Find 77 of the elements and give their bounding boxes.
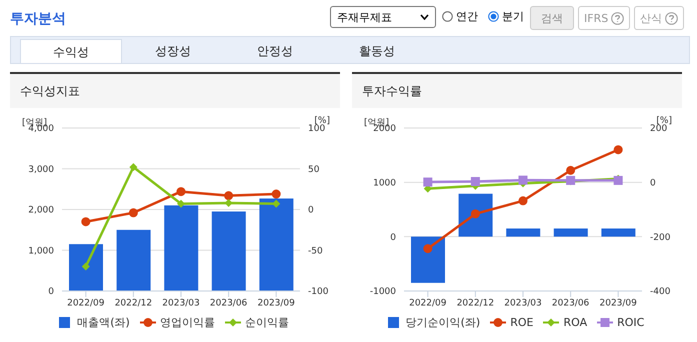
point <box>423 178 432 187</box>
bar <box>164 205 198 291</box>
point <box>470 209 480 218</box>
x-tick-label: 2023/09 <box>600 298 638 308</box>
y-tick-label: 1000 <box>373 178 396 189</box>
bar <box>116 230 151 291</box>
y2-axis-title: [%] <box>314 116 330 126</box>
legend-label: 매출액(좌) <box>76 315 130 330</box>
point <box>423 244 432 254</box>
y2-axis-title: [%] <box>656 116 672 126</box>
legend-label: 순이익률 <box>244 315 289 330</box>
point <box>177 200 185 208</box>
text: 주재무제표 <box>337 10 392 24</box>
bar <box>601 228 636 237</box>
point <box>128 208 138 218</box>
point <box>272 200 280 208</box>
x-tick-label: 2023/06 <box>210 298 248 308</box>
text: 수익성 <box>20 39 122 63</box>
y-tick-label: 3,000 <box>28 164 54 175</box>
bar <box>411 236 445 283</box>
text: 투자분석 <box>10 10 66 28</box>
bar <box>259 198 294 291</box>
x-tick-label: 2023/03 <box>162 298 200 308</box>
y-tick-label: -1000 <box>370 287 396 298</box>
text: 안정성 <box>256 43 294 60</box>
y-tick-label: 0 <box>390 232 396 243</box>
y2-tick-label: 100 <box>308 124 326 134</box>
text: 활동성 <box>358 43 396 60</box>
y-tick-label: 4,000 <box>28 124 54 134</box>
text: 검색 <box>530 6 574 30</box>
bar <box>506 228 540 237</box>
y2-tick-label: -50 <box>308 246 323 256</box>
text: IFRS <box>578 6 630 30</box>
text: 성장성 <box>154 43 192 60</box>
y-tick-label: 0 <box>48 287 54 298</box>
legend-label: ROE <box>509 315 534 330</box>
x-tick-label: 2023/09 <box>258 298 296 308</box>
bar <box>458 194 493 237</box>
y-tick-label: 2000 <box>373 124 396 134</box>
point <box>81 217 90 226</box>
point <box>176 187 186 196</box>
point <box>224 191 234 200</box>
point <box>614 145 623 154</box>
point <box>518 196 528 206</box>
bar <box>69 244 103 291</box>
point <box>82 262 90 271</box>
legend-label: 당기순이익(좌) <box>404 315 480 330</box>
bar <box>554 228 588 237</box>
y-tick-label: 1,000 <box>28 246 54 256</box>
y2-tick-label: 0 <box>650 178 656 189</box>
point <box>518 176 528 185</box>
x-tick-label: 2023/03 <box>504 298 542 308</box>
x-tick-label: 2022/09 <box>409 298 447 308</box>
x-tick-label: 2022/09 <box>67 298 105 308</box>
legend-label: 영업이익률 <box>158 315 215 330</box>
chart-title: 투자수익률 <box>352 74 682 108</box>
point <box>129 163 138 172</box>
point <box>272 190 281 199</box>
y2-tick-label: 200 <box>650 124 668 134</box>
text: 분기 <box>502 9 524 24</box>
text: 산식 <box>634 6 684 30</box>
x-tick-label: 2022/12 <box>114 298 152 308</box>
point <box>470 177 480 186</box>
y2-tick-label: -100 <box>308 287 329 298</box>
x-tick-label: 2023/06 <box>552 298 590 308</box>
point <box>566 166 576 175</box>
y2-tick-label: 0 <box>308 206 314 216</box>
chart-title: 수익성지표 <box>10 74 340 108</box>
y2-tick-label: -400 <box>650 287 671 298</box>
y2-tick-label: -200 <box>650 232 671 243</box>
legend-label: ROIC <box>616 315 644 330</box>
y2-tick-label: 50 <box>308 164 320 175</box>
x-tick-label: 2022/12 <box>456 298 494 308</box>
legend-label: ROA <box>562 315 588 330</box>
y-tick-label: 2,000 <box>28 206 54 216</box>
bar <box>212 212 246 291</box>
text: 연간 <box>456 9 478 24</box>
